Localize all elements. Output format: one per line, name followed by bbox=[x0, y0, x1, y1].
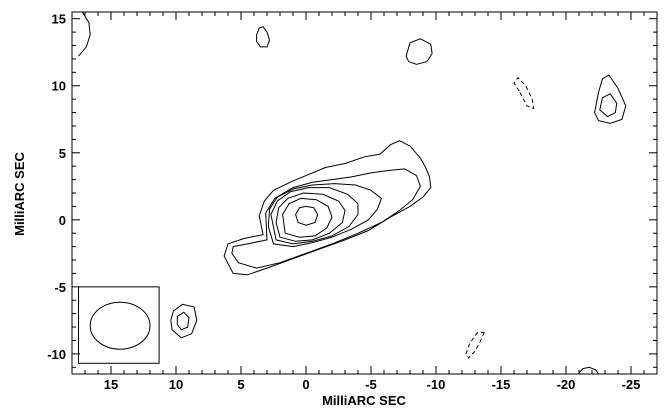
y-tick-label: 5 bbox=[59, 146, 66, 161]
x-tick-label: -25 bbox=[622, 377, 641, 392]
x-tick-label: -10 bbox=[427, 377, 446, 392]
y-tick-label: 0 bbox=[59, 213, 66, 228]
beam-box bbox=[78, 286, 160, 364]
x-tick-label: -5 bbox=[365, 377, 377, 392]
contour-level-5-4 bbox=[275, 192, 346, 242]
x-tick-label: 15 bbox=[104, 377, 118, 392]
negative-contour-16 bbox=[465, 331, 485, 359]
contour-level-2-13 bbox=[176, 311, 190, 331]
x-tick-label: -20 bbox=[557, 377, 576, 392]
y-axis-title: MilliARC SEC bbox=[12, 152, 27, 236]
x-tick-label: 10 bbox=[169, 377, 183, 392]
beam-ellipse bbox=[89, 301, 151, 350]
x-tick-label: 0 bbox=[302, 377, 309, 392]
contour-level-1-12 bbox=[170, 303, 198, 339]
contour-level-1-7 bbox=[78, 12, 91, 57]
contour-level-1-8 bbox=[256, 26, 271, 48]
y-tick-label: 15 bbox=[52, 12, 66, 27]
y-tick-label: 10 bbox=[52, 79, 66, 94]
plot-frame bbox=[71, 11, 658, 375]
contour-layer bbox=[78, 12, 627, 374]
contour-level-7-6 bbox=[295, 205, 319, 226]
contour-level-4-3 bbox=[270, 187, 359, 245]
y-axis: 15 10 5 0 -5 -10 bbox=[47, 12, 657, 368]
contour-level-1-10 bbox=[594, 74, 627, 124]
contour-level-6-5 bbox=[282, 197, 333, 238]
contour-level-1-14 bbox=[578, 366, 599, 374]
contour-level-2-11 bbox=[599, 93, 618, 118]
x-tick-label: 5 bbox=[237, 377, 244, 392]
beam-inset bbox=[78, 286, 160, 364]
y-tick-label: -5 bbox=[54, 280, 66, 295]
x-axis: 15 10 5 0 -5 -10 -15 -20 -25 bbox=[71, 12, 658, 392]
contour-level-2-1 bbox=[231, 168, 421, 269]
x-tick-label: -15 bbox=[492, 377, 511, 392]
negative-contour-15 bbox=[513, 76, 535, 110]
contour-level-3-2 bbox=[267, 183, 382, 248]
contour-level-1-0 bbox=[223, 140, 432, 276]
x-axis-title: MilliARC SEC bbox=[322, 393, 406, 408]
y-tick-label: -10 bbox=[47, 347, 66, 362]
contour-level-1-9 bbox=[405, 38, 433, 65]
